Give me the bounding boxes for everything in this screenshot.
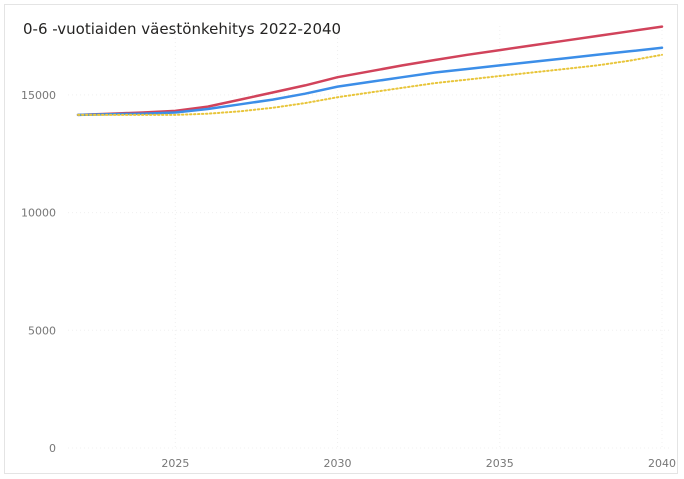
y-tick-label: 0 bbox=[49, 442, 56, 455]
x-axis-ticks: 2025 2030 2035 2040 bbox=[161, 457, 676, 470]
y-tick-label: 10000 bbox=[21, 207, 56, 220]
series-line-2 bbox=[76, 46, 664, 117]
grid-lines bbox=[68, 26, 670, 449]
series-lines bbox=[76, 25, 664, 117]
series-line-3 bbox=[77, 53, 663, 116]
y-tick-label: 15000 bbox=[21, 89, 56, 102]
x-tick-label: 2030 bbox=[324, 457, 352, 470]
chart-frame: 0-6 -vuotiaiden väestönkehitys 2022-2040 bbox=[4, 4, 678, 474]
x-tick-label: 2035 bbox=[486, 457, 514, 470]
y-axis-ticks: 0 5000 10000 15000 bbox=[21, 89, 56, 455]
y-tick-label: 5000 bbox=[28, 324, 56, 337]
x-tick-label: 2040 bbox=[648, 457, 676, 470]
x-tick-label: 2025 bbox=[161, 457, 189, 470]
series-line-1 bbox=[76, 25, 664, 117]
chart-title: 0-6 -vuotiaiden väestönkehitys 2022-2040 bbox=[23, 20, 342, 38]
